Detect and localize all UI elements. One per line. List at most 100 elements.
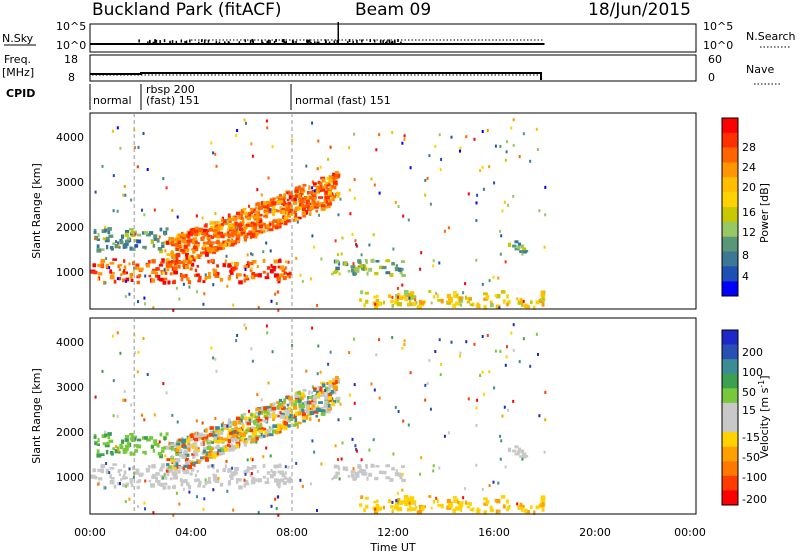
power-pixel <box>398 302 403 307</box>
power-pixel <box>313 189 316 193</box>
power-pixel <box>206 241 210 245</box>
nsky-spike <box>261 40 263 44</box>
velocity-pixel <box>161 449 165 453</box>
power-pixel <box>375 148 378 152</box>
power-pixel <box>317 139 320 143</box>
power-pixel <box>180 277 184 282</box>
nsky-spike <box>314 41 316 45</box>
power-pixel <box>243 265 248 269</box>
velocity-pixel <box>195 419 198 423</box>
power-pixel <box>237 273 242 277</box>
power-pixel <box>200 251 203 255</box>
power-pixel <box>219 235 225 238</box>
power-pixel <box>309 195 313 200</box>
power-pixel <box>308 191 314 194</box>
velocity-pixel <box>101 469 104 474</box>
power-pixel <box>354 239 357 243</box>
power-pixel <box>266 224 271 228</box>
velocity-pixel <box>244 438 248 441</box>
velocity-pixel <box>171 465 174 468</box>
power-pixel <box>502 299 506 304</box>
velocity-colorbar-swatch <box>722 330 738 345</box>
velocity-pixel <box>190 462 193 466</box>
power-pixel <box>239 227 243 231</box>
velocity-pixel <box>100 453 105 456</box>
velocity-pixel <box>363 508 366 513</box>
velocity-pixel <box>271 412 275 416</box>
velocity-pixel <box>276 481 281 486</box>
nsky-spike <box>390 41 393 45</box>
power-pixel <box>299 187 305 192</box>
velocity-pixel <box>311 402 314 406</box>
nsky-spike <box>171 40 174 44</box>
power-pixel <box>258 222 264 227</box>
power-pixel <box>338 272 341 276</box>
velocity-pixel <box>111 334 114 338</box>
power-pixel <box>458 296 462 301</box>
velocity-pixel <box>148 465 151 469</box>
velocity-pixel <box>324 386 329 390</box>
velocity-pixel <box>309 410 315 415</box>
velocity-pixel <box>123 389 126 393</box>
power-pixel <box>321 178 326 183</box>
velocity-pixel <box>302 419 306 423</box>
velocity-pixel <box>308 396 314 399</box>
power-pixel <box>263 214 268 218</box>
power-pixel <box>324 195 328 200</box>
power-pixel <box>128 292 131 296</box>
power-pixel <box>483 297 488 301</box>
velocity-pixel <box>468 502 472 506</box>
velocity-pixel <box>177 469 181 474</box>
power-pixel <box>459 149 461 153</box>
velocity-pixel <box>218 430 221 435</box>
velocity-pixel <box>267 381 270 385</box>
power-pixel <box>320 176 326 180</box>
power-pixel <box>250 252 252 256</box>
power-pixel <box>218 225 224 230</box>
power-pixel <box>166 253 171 257</box>
velocity-pixel <box>207 443 211 447</box>
power-pixel <box>394 200 397 204</box>
velocity-cbtick-100: 100 <box>742 366 763 379</box>
xtick-0800: 08:00 <box>276 526 308 539</box>
power-pixel <box>218 225 221 230</box>
power-pixel <box>420 251 423 255</box>
power-pixel <box>130 230 134 234</box>
power-pixel <box>475 219 478 222</box>
power-pixel <box>116 209 119 213</box>
velocity-pixel <box>412 500 417 505</box>
power-pixel <box>268 203 273 207</box>
power-pixel <box>185 248 190 252</box>
velocity-pixel <box>209 449 213 453</box>
nsky-spike <box>333 40 336 44</box>
power-pixel <box>233 233 238 236</box>
power-pixel <box>105 263 109 268</box>
power-pixel <box>112 209 115 213</box>
nsky-spike <box>310 41 312 45</box>
velocity-pixel <box>239 437 243 442</box>
velocity-pixel <box>512 348 515 352</box>
velocity-pixel <box>213 478 218 482</box>
power-pixel <box>294 206 300 211</box>
power-pixel <box>321 204 326 208</box>
velocity-pixel <box>541 507 545 512</box>
power-pixel <box>246 261 250 265</box>
power-pixel <box>334 175 338 180</box>
velocity-pixel <box>348 393 351 397</box>
velocity-pixel <box>522 504 525 508</box>
power-pixel <box>364 267 368 271</box>
velocity-pixel <box>181 454 186 459</box>
power-pixel <box>250 267 253 270</box>
velocity-pixel <box>288 396 293 401</box>
power-colorbar: 28 24 20 16 12 8 4 Power [dB] <box>721 117 771 297</box>
velocity-pixel <box>368 448 371 452</box>
velocity-pixel <box>185 461 190 465</box>
power-pixel <box>268 221 271 224</box>
velocity-pixel <box>193 437 199 442</box>
power-pixel <box>429 202 432 206</box>
velocity-pixel <box>222 424 227 429</box>
power-pixel <box>408 296 411 300</box>
power-pixel <box>239 213 243 218</box>
velocity-pixel <box>327 404 331 408</box>
power-pixel <box>137 300 139 304</box>
